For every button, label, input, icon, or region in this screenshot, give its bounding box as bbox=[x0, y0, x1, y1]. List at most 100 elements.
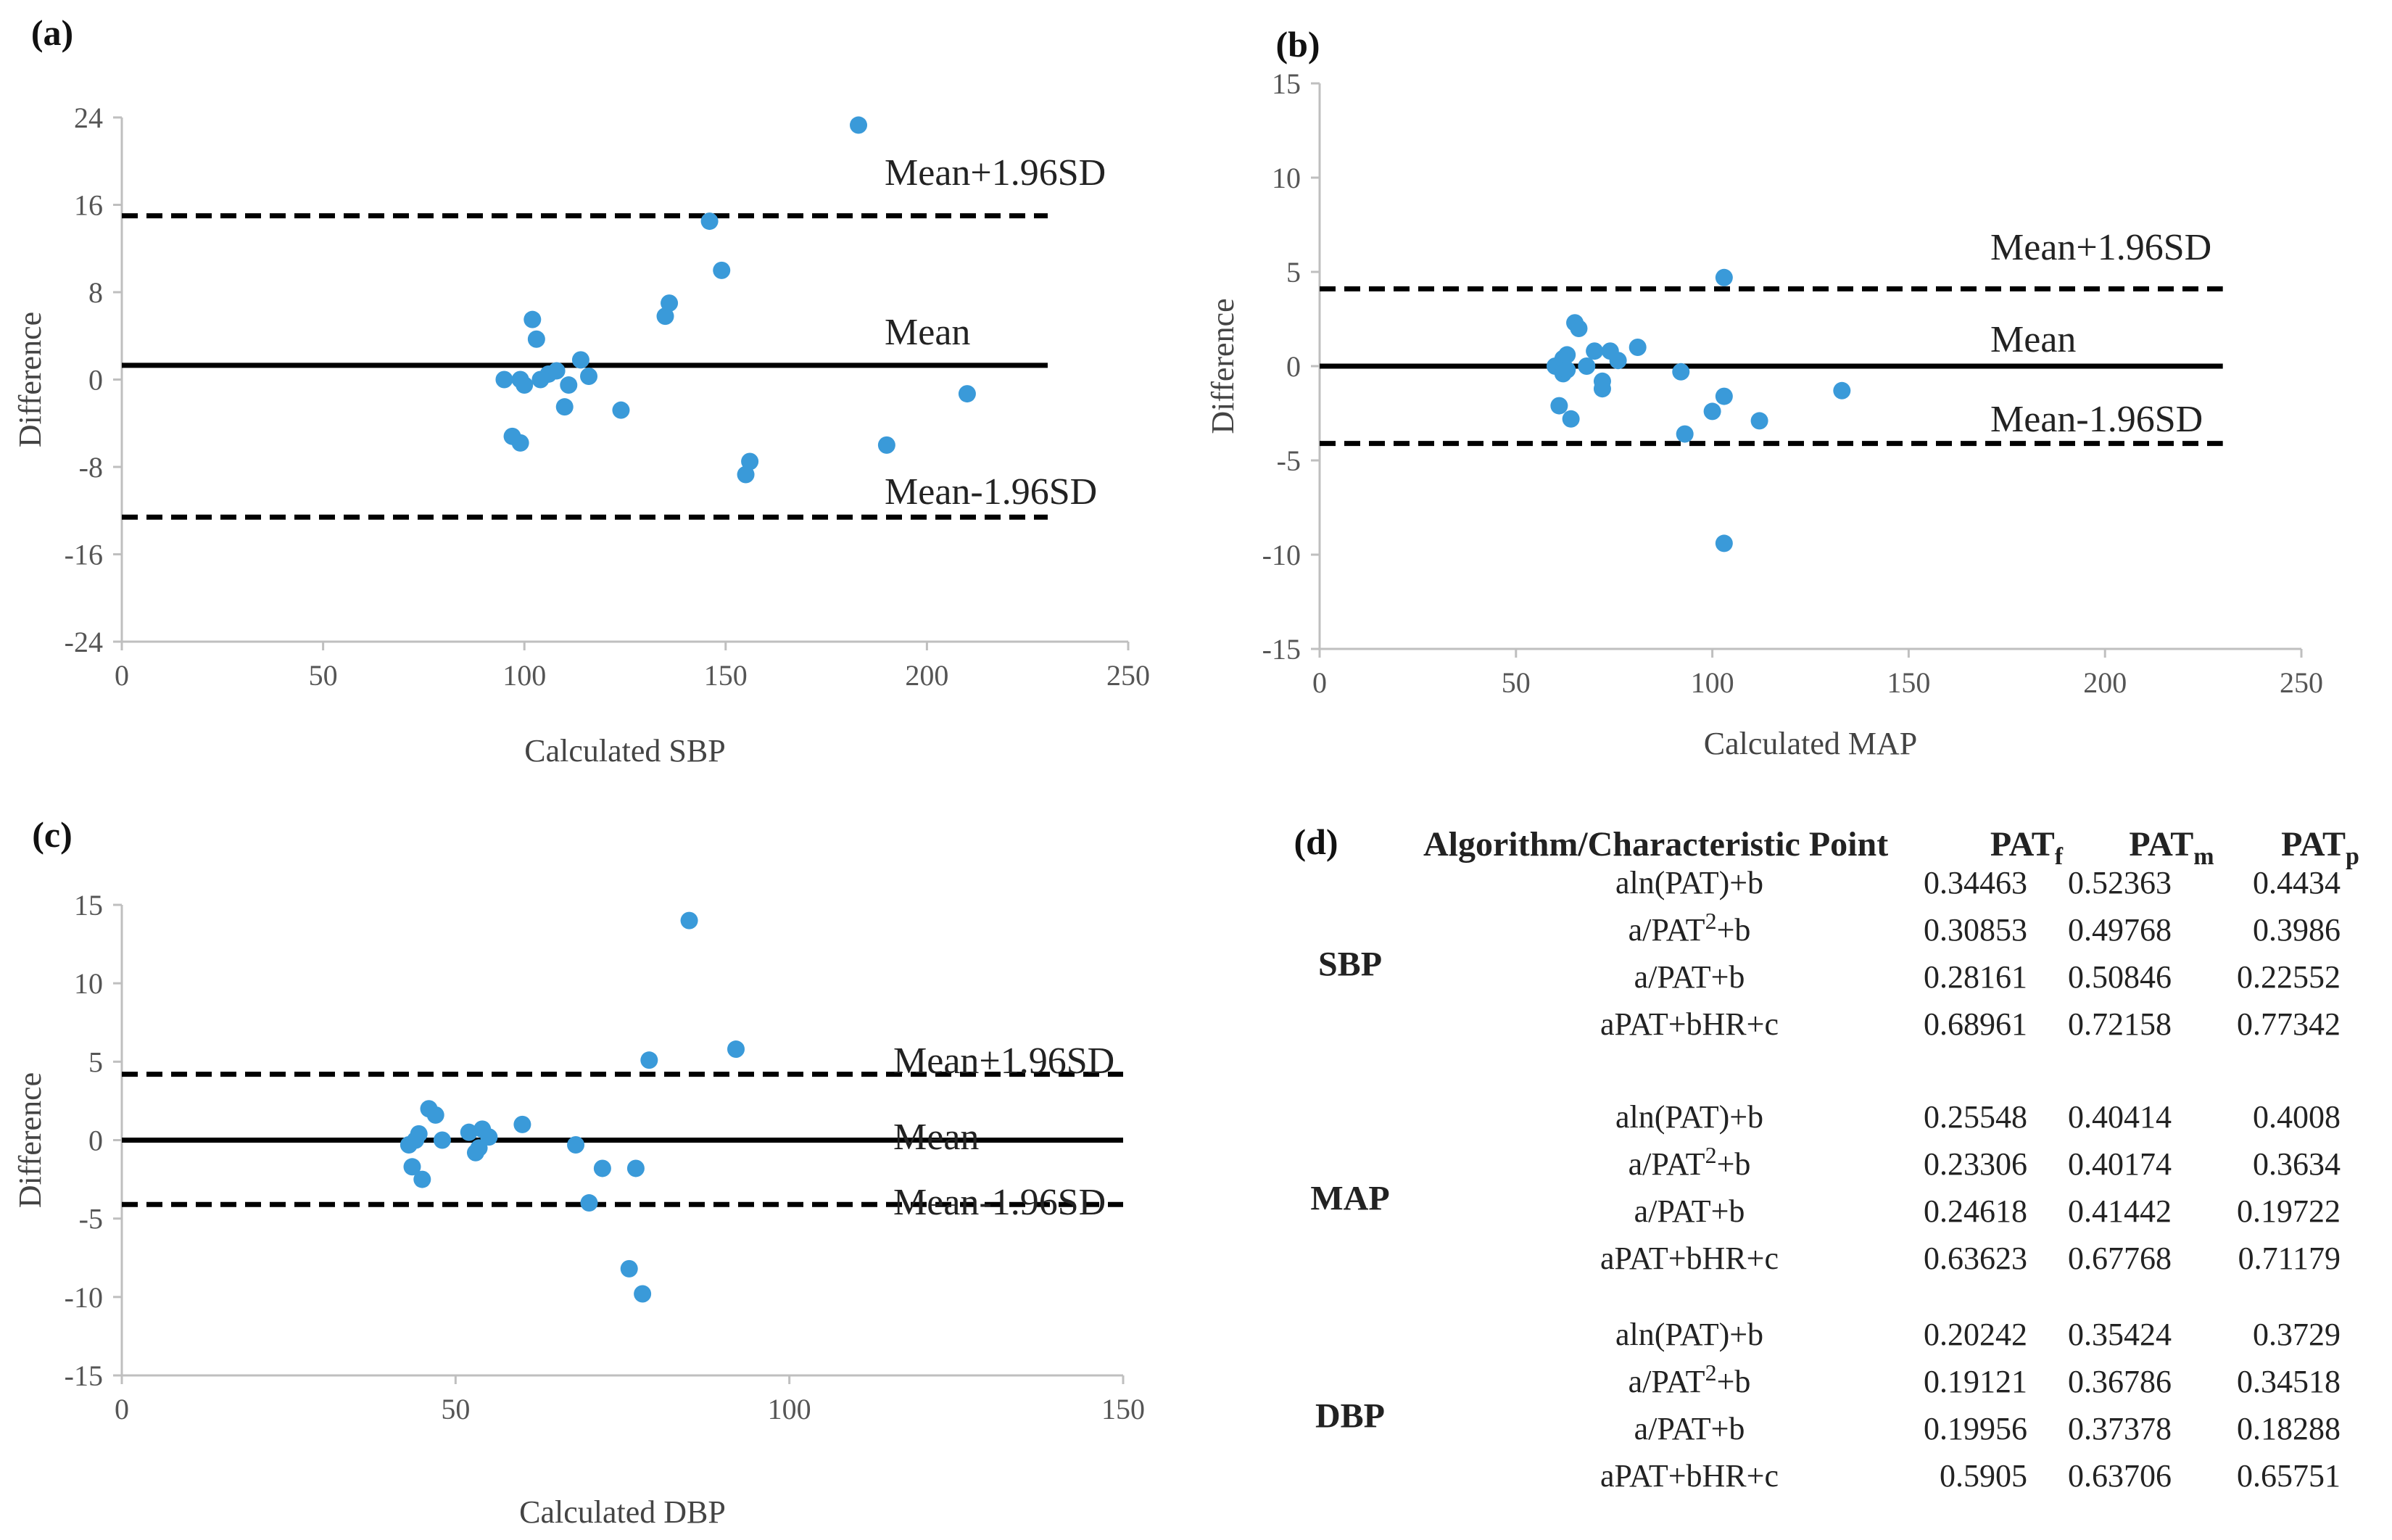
data-point bbox=[1833, 381, 1851, 400]
table-value-cell: 0.3634 bbox=[2253, 1146, 2341, 1182]
data-point bbox=[1703, 402, 1721, 421]
data-point bbox=[1715, 268, 1733, 286]
table-value-cell: 0.37378 bbox=[2068, 1411, 2172, 1446]
table-algorithm-cell: a/PAT+b bbox=[1634, 1411, 1745, 1446]
data-point bbox=[680, 911, 698, 930]
y-tick-label: -10 bbox=[65, 1281, 103, 1314]
y-tick-label: 5 bbox=[88, 1046, 103, 1078]
x-tick-label: 250 bbox=[1106, 659, 1150, 692]
data-point bbox=[513, 1115, 531, 1133]
mean-line-label: Mean bbox=[893, 1117, 979, 1158]
x-tick-label: 100 bbox=[502, 659, 546, 692]
table-value-cell: 0.63706 bbox=[2068, 1458, 2172, 1494]
data-point bbox=[1629, 339, 1647, 356]
x-axis-label: Calculated SBP bbox=[524, 733, 725, 769]
y-tick-label: -16 bbox=[65, 539, 103, 571]
table-algorithm-cell: a/PAT2+b bbox=[1629, 1142, 1751, 1182]
table-value-cell: 0.18288 bbox=[2237, 1411, 2341, 1446]
table-value-cell: 0.40174 bbox=[2068, 1146, 2172, 1182]
table-value-cell: 0.19121 bbox=[1924, 1364, 2027, 1399]
data-point bbox=[1558, 346, 1576, 364]
x-tick-label: 50 bbox=[1502, 666, 1531, 699]
data-point bbox=[516, 376, 534, 394]
table-value-cell: 0.25548 bbox=[1924, 1099, 2027, 1135]
data-point bbox=[741, 452, 759, 471]
table-value-cell: 0.20242 bbox=[1924, 1317, 2027, 1352]
data-point bbox=[1715, 387, 1733, 405]
lower-line-label: Mean-1.96SD bbox=[893, 1182, 1106, 1223]
table-value-cell: 0.28161 bbox=[1924, 959, 2027, 995]
upper-line-label: Mean+1.96SD bbox=[885, 152, 1106, 194]
y-tick-label: 10 bbox=[74, 967, 103, 1000]
x-axis-label: Calculated DBP bbox=[519, 1494, 726, 1530]
table-value-cell: 0.4434 bbox=[2253, 865, 2341, 901]
y-axis-label: Difference bbox=[12, 312, 48, 447]
data-point bbox=[555, 398, 574, 416]
y-tick-label: -10 bbox=[1262, 539, 1301, 571]
table-header-pat-p: PATp bbox=[2281, 825, 2359, 870]
data-point bbox=[580, 1194, 598, 1212]
panel-label: (d) bbox=[1294, 821, 1338, 862]
table-algorithm-cell: aPAT+bHR+c bbox=[1600, 1241, 1779, 1276]
data-point bbox=[403, 1158, 421, 1176]
y-axis-label: Difference bbox=[1205, 298, 1241, 434]
data-point bbox=[612, 401, 630, 419]
x-tick-label: 0 bbox=[115, 1393, 129, 1425]
data-point bbox=[1578, 357, 1596, 375]
table-value-cell: 0.67768 bbox=[2068, 1241, 2172, 1276]
data-point bbox=[433, 1131, 451, 1149]
data-point bbox=[593, 1159, 611, 1177]
table-value-cell: 0.36786 bbox=[2068, 1364, 2172, 1399]
y-tick-label: 0 bbox=[1286, 350, 1301, 383]
data-point bbox=[661, 294, 679, 312]
table-value-cell: 0.22552 bbox=[2237, 959, 2341, 995]
y-axis-label: Difference bbox=[12, 1072, 48, 1208]
upper-line-label: Mean+1.96SD bbox=[1990, 227, 2211, 268]
data-point bbox=[460, 1123, 478, 1141]
data-point bbox=[511, 434, 529, 452]
table-value-cell: 0.65751 bbox=[2237, 1458, 2341, 1494]
table-value-cell: 0.71179 bbox=[2238, 1241, 2341, 1276]
table-algorithm-cell: aln(PAT)+b bbox=[1615, 865, 1763, 901]
table-value-cell: 0.19956 bbox=[1924, 1411, 2027, 1446]
x-tick-label: 200 bbox=[905, 659, 948, 692]
y-tick-label: 16 bbox=[74, 189, 103, 222]
data-point bbox=[1550, 397, 1568, 415]
table-algorithm-cell: aln(PAT)+b bbox=[1615, 1099, 1763, 1135]
data-point bbox=[480, 1128, 498, 1146]
table-value-cell: 0.34518 bbox=[2237, 1364, 2341, 1399]
data-point bbox=[1593, 380, 1611, 398]
table-group-label: DBP bbox=[1315, 1397, 1385, 1436]
table-group-label: MAP bbox=[1310, 1180, 1389, 1218]
x-tick-label: 0 bbox=[115, 659, 129, 692]
table-value-cell: 0.52363 bbox=[2068, 865, 2172, 901]
table-value-cell: 0.4008 bbox=[2253, 1099, 2341, 1135]
table-d: (d) Algorithm/Characteristic Point PATf PAT… bbox=[1294, 821, 2359, 1494]
table-value-cell: 0.72158 bbox=[2068, 1006, 2172, 1042]
x-tick-label: 50 bbox=[441, 1393, 470, 1425]
table-algorithm-cell: aPAT+bHR+c bbox=[1600, 1006, 1779, 1042]
data-point bbox=[737, 465, 755, 484]
table-header-algorithm: Algorithm/Characteristic Point bbox=[1423, 825, 1888, 864]
data-point bbox=[426, 1106, 444, 1124]
table-value-cell: 0.50846 bbox=[2068, 959, 2172, 995]
data-point bbox=[1562, 410, 1580, 428]
data-point bbox=[1558, 361, 1576, 379]
data-point bbox=[1609, 352, 1627, 370]
data-point bbox=[580, 367, 598, 385]
data-point bbox=[1750, 412, 1768, 430]
panel-label: (a) bbox=[31, 12, 73, 53]
data-point bbox=[413, 1170, 431, 1188]
y-tick-label: -24 bbox=[65, 626, 103, 658]
table-value-cell: 0.35424 bbox=[2068, 1317, 2172, 1352]
x-tick-label: 0 bbox=[1312, 666, 1327, 699]
data-point bbox=[410, 1125, 428, 1143]
table-value-cell: 0.5905 bbox=[1940, 1458, 2027, 1494]
data-point bbox=[527, 330, 545, 348]
y-tick-label: -15 bbox=[65, 1359, 103, 1392]
data-point bbox=[1676, 425, 1694, 443]
table-value-cell: 0.63623 bbox=[1924, 1241, 2027, 1276]
data-point bbox=[620, 1259, 638, 1278]
